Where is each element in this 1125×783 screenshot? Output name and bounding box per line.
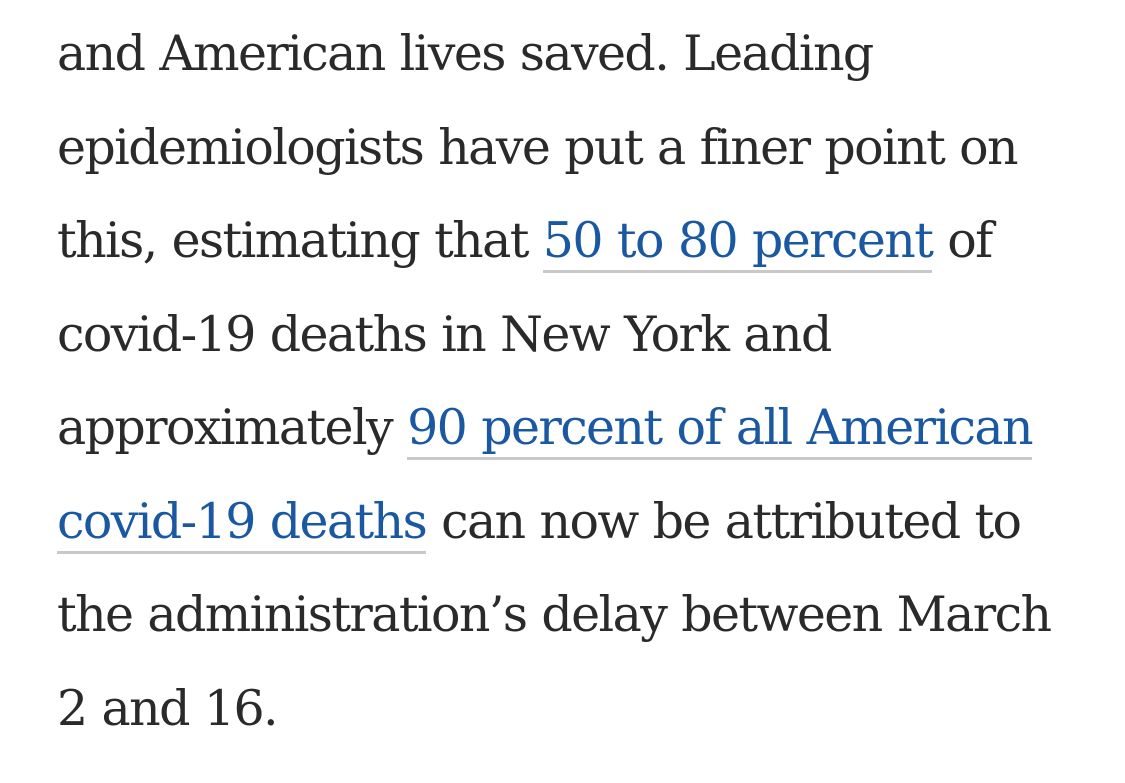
paragraph-text: can now be attributed to [426, 492, 1022, 550]
paragraph-line: approximately 90 percent of all American [57, 381, 1097, 475]
paragraph-text: covid-19 deaths in New York and [57, 305, 832, 363]
paragraph-text: the administration’s delay between March [57, 586, 1052, 643]
article-paragraph: and American lives saved. Leading epidem… [57, 7, 1097, 755]
paragraph-text: this, estimating that [57, 212, 543, 269]
link-90-percent-of-all-american-deaths-continued[interactable]: covid-19 deaths [57, 492, 428, 554]
link-90-percent-of-all-american-deaths[interactable]: 90 percent of all American [407, 399, 1034, 460]
paragraph-text: 2 and 16. [57, 679, 279, 737]
paragraph-text: and American lives saved. Leading [57, 25, 874, 82]
paragraph-text: of [932, 212, 993, 269]
paragraph-line: 2 and 16. [57, 662, 1097, 756]
paragraph-text: epidemiologists have put a finer point o… [57, 118, 1019, 176]
paragraph-text: approximately [57, 399, 408, 456]
paragraph-line: the administration’s delay between March [57, 568, 1097, 662]
paragraph-line: covid-19 deaths in New York and [57, 288, 1097, 382]
paragraph-line: covid-19 deaths can now be attributed to [57, 475, 1097, 569]
paragraph-line: this, estimating that 50 to 80 percent o… [57, 194, 1097, 288]
link-50-to-80-percent[interactable]: 50 to 80 percent [542, 212, 934, 273]
paragraph-line: and American lives saved. Leading [57, 7, 1097, 101]
paragraph-line: epidemiologists have put a finer point o… [57, 101, 1097, 195]
